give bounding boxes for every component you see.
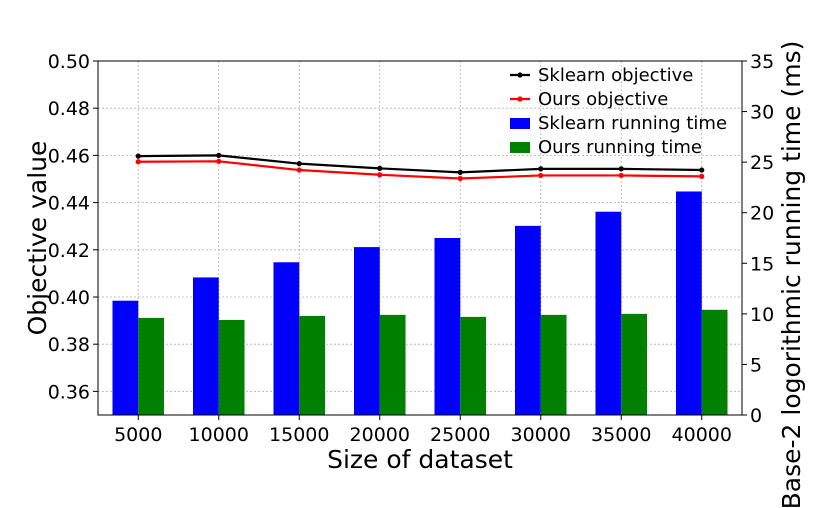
y2-tick-label-5: 25 (750, 152, 774, 174)
point-ours-objective-2 (296, 167, 302, 173)
point-ours-objective-6 (618, 172, 624, 179)
x-tick-label-0: 5000 (114, 424, 162, 446)
point-ours-objective-5 (538, 172, 544, 179)
bar-sklearn-running-time-3 (353, 247, 380, 415)
y2-tick-label-7: 35 (750, 51, 774, 73)
y-tick-label-0: 0.36 (48, 381, 90, 403)
bar-ours-running-time-0 (138, 317, 165, 415)
bar-ours-running-time-6 (621, 313, 648, 415)
x-tick-label-4: 25000 (430, 424, 490, 446)
x-tick-label-2: 15000 (269, 424, 329, 446)
bar-ours-running-time-2 (299, 315, 326, 415)
point-sklearn-objective-5 (538, 166, 544, 172)
ticks: 0.36 0.38 0.40 0.42 0.44 0.46 0.48 0.50 0 5 10 15 20… (48, 51, 775, 446)
legend-label-ours-objective: Ours objective (538, 89, 668, 110)
bar-ours-running-time-5 (540, 314, 567, 415)
line-sklearn-objective (138, 154, 702, 174)
legend: Sklearn objective Ours objective Sklearn r… (510, 65, 727, 158)
y2-tick-label-1: 5 (750, 354, 762, 376)
bar-sklearn-running-time-1 (192, 277, 219, 415)
y-tick-label-5: 0.46 (48, 145, 90, 167)
y2-axis-label: Base-2 logorithmic running time (ms) (777, 41, 806, 508)
point-ours-objective-3 (377, 172, 383, 178)
y2-tick-label-3: 15 (750, 253, 774, 275)
point-ours-objective-4 (457, 175, 463, 182)
bar-sklearn-running-time-7 (675, 191, 702, 415)
bar-ours-running-time-3 (379, 314, 406, 415)
bar-sklearn-running-time-2 (273, 262, 300, 415)
legend-swatch-sklearn-running-time (510, 118, 530, 129)
legend-label-sklearn-running-time: Sklearn running time (538, 113, 727, 134)
bar-sklearn-running-time-4 (434, 238, 461, 415)
y2-tick-label-2: 10 (750, 304, 774, 326)
y-axis-label: Objective value (23, 141, 52, 336)
x-tick-label-5: 30000 (511, 424, 571, 446)
point-sklearn-objective-6 (618, 166, 624, 172)
point-sklearn-objective-3 (377, 165, 383, 171)
point-sklearn-objective-0 (135, 153, 141, 159)
point-sklearn-objective-1 (216, 152, 222, 158)
legend-label-sklearn-objective: Sklearn objective (538, 65, 693, 86)
bar-ours-running-time-4 (460, 316, 487, 415)
legend-swatch-ours-running-time (510, 142, 530, 153)
bar-sklearn-running-time-0 (112, 300, 139, 415)
y-tick-label-4: 0.44 (48, 193, 90, 215)
lines (135, 152, 705, 182)
y-tick-label-7: 0.50 (48, 51, 90, 73)
legend-label-ours-running-time: Ours running time (538, 137, 702, 158)
bar-sklearn-running-time-6 (595, 211, 622, 415)
legend-marker-ours-objective (517, 96, 523, 102)
y2-tick-label-4: 20 (750, 203, 774, 225)
x-tick-label-6: 35000 (591, 424, 651, 446)
x-axis-label: Size of dataset (327, 445, 513, 474)
bars (112, 191, 728, 415)
y-tick-label-3: 0.42 (48, 240, 90, 262)
y-tick-label-6: 0.48 (48, 98, 90, 120)
point-sklearn-objective-7 (699, 167, 705, 173)
legend-marker-sklearn-objective (517, 72, 523, 78)
y2-tick-label-6: 30 (750, 102, 774, 124)
line-ours-objective (138, 160, 702, 180)
point-sklearn-objective-2 (296, 161, 302, 167)
plot-frame (97, 60, 743, 416)
y-tick-label-2: 0.40 (48, 287, 90, 309)
x-tick-label-3: 20000 (350, 424, 410, 446)
point-sklearn-objective-4 (457, 169, 463, 175)
point-ours-objective-1 (216, 158, 222, 164)
y2-tick-label-0: 0 (750, 405, 762, 427)
point-ours-objective-0 (135, 159, 141, 165)
bar-ours-running-time-1 (218, 319, 245, 415)
x-tick-label-1: 10000 (189, 424, 249, 446)
x-tick-label-7: 40000 (672, 424, 732, 446)
y-tick-label-1: 0.38 (48, 334, 90, 356)
bar-ours-running-time-7 (701, 309, 728, 415)
bar-sklearn-running-time-5 (514, 225, 541, 415)
point-ours-objective-7 (699, 173, 705, 180)
